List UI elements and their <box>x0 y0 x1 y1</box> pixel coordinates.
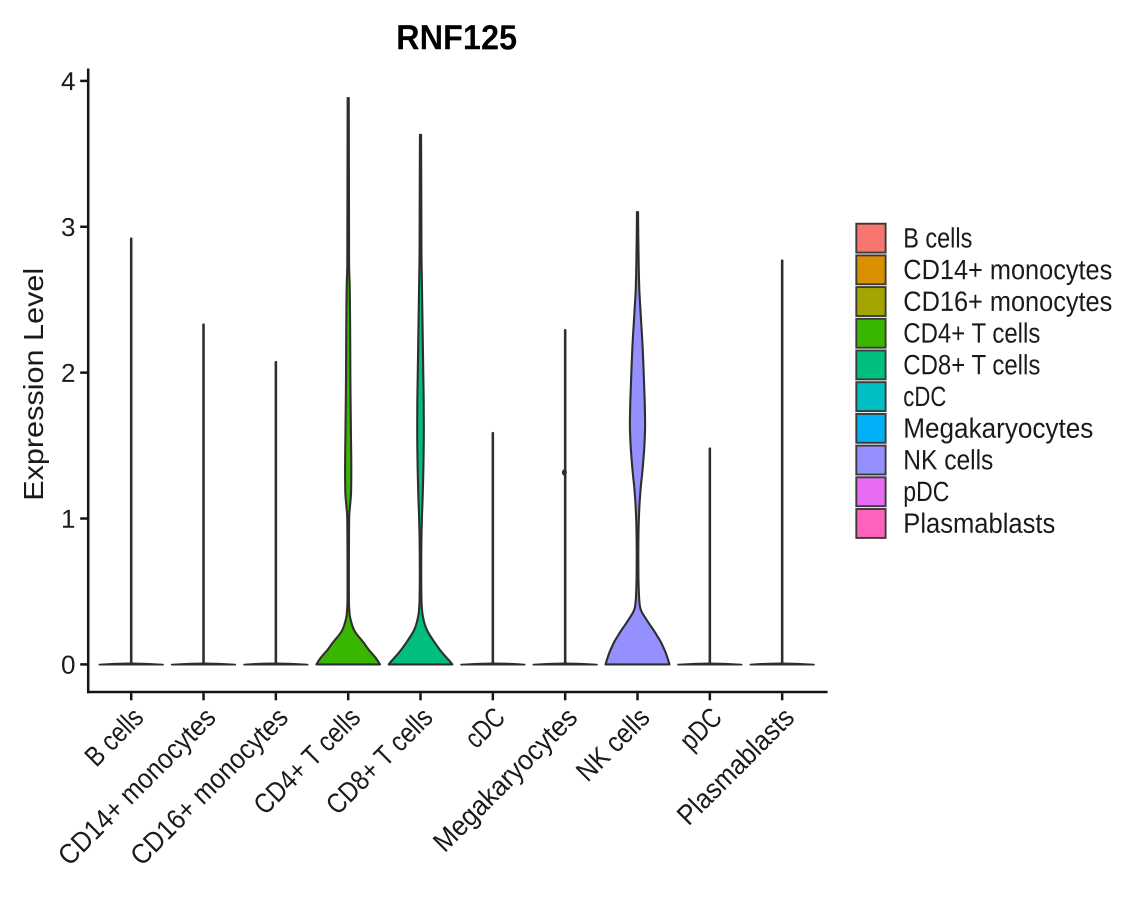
svg-text:pDC: pDC <box>903 476 949 507</box>
svg-text:3: 3 <box>61 212 75 242</box>
svg-text:Megakaryocytes: Megakaryocytes <box>903 413 1093 444</box>
svg-text:NK cells: NK cells <box>903 444 993 475</box>
svg-text:Expression Level: Expression Level <box>18 268 49 501</box>
svg-text:RNF125: RNF125 <box>396 18 517 57</box>
svg-text:1: 1 <box>61 504 75 534</box>
svg-text:4: 4 <box>61 66 75 96</box>
svg-text:CD16+ monocytes: CD16+ monocytes <box>903 286 1112 317</box>
svg-text:B cells: B cells <box>903 222 972 253</box>
svg-text:CD4+ T cells: CD4+ T cells <box>903 318 1040 349</box>
svg-text:CD8+ T cells: CD8+ T cells <box>903 349 1040 380</box>
svg-text:CD14+ monocytes: CD14+ monocytes <box>903 254 1112 285</box>
svg-text:Plasmablasts: Plasmablasts <box>903 508 1055 539</box>
svg-text:2: 2 <box>61 358 75 388</box>
svg-text:cDC: cDC <box>903 381 946 412</box>
svg-text:0: 0 <box>61 650 75 680</box>
